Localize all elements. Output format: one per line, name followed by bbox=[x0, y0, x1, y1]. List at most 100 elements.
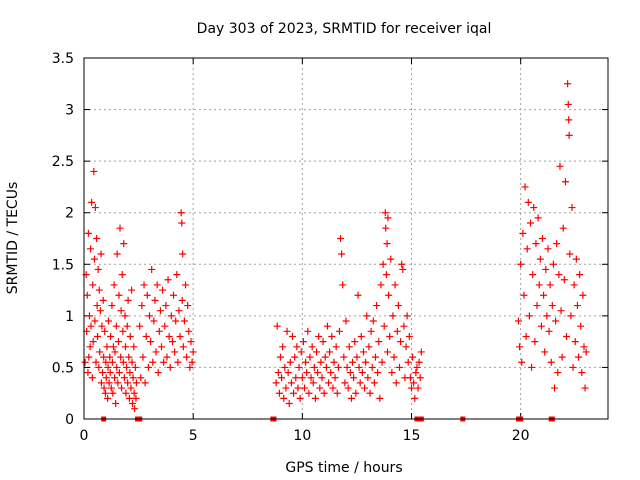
data-point bbox=[129, 374, 137, 382]
x-tick-label: 5 bbox=[189, 428, 198, 444]
data-point bbox=[178, 219, 186, 227]
data-point bbox=[389, 312, 397, 320]
data-point bbox=[122, 389, 130, 397]
data-point bbox=[399, 265, 407, 273]
data-point bbox=[113, 363, 121, 371]
data-point bbox=[338, 250, 346, 258]
data-point bbox=[285, 400, 293, 408]
data-point bbox=[514, 317, 522, 325]
data-point bbox=[159, 286, 167, 294]
data-point bbox=[275, 389, 283, 397]
data-point bbox=[101, 327, 109, 335]
data-point bbox=[120, 240, 128, 248]
data-point bbox=[85, 312, 93, 320]
data-point bbox=[85, 353, 93, 361]
data-point bbox=[109, 343, 117, 351]
data-point bbox=[110, 281, 118, 289]
data-point bbox=[143, 291, 151, 299]
data-point bbox=[390, 353, 398, 361]
data-point bbox=[310, 363, 318, 371]
data-point bbox=[362, 358, 370, 366]
data-point bbox=[156, 307, 164, 315]
data-point bbox=[149, 358, 157, 366]
y-tick-label: 0.5 bbox=[52, 360, 74, 376]
data-point bbox=[367, 327, 375, 335]
data-point bbox=[413, 363, 421, 371]
data-point bbox=[523, 245, 531, 253]
data-point bbox=[342, 317, 350, 325]
data-point bbox=[379, 260, 387, 268]
data-point bbox=[556, 162, 564, 170]
data-point bbox=[520, 291, 528, 299]
data-point bbox=[551, 384, 559, 392]
data-point bbox=[388, 369, 396, 377]
data-point bbox=[282, 384, 290, 392]
data-point bbox=[570, 281, 578, 289]
data-point bbox=[534, 214, 542, 222]
data-point bbox=[112, 322, 120, 330]
data-point bbox=[105, 379, 113, 387]
data-point bbox=[582, 348, 590, 356]
data-point bbox=[89, 338, 97, 346]
data-point bbox=[569, 363, 577, 371]
data-point bbox=[363, 312, 371, 320]
data-point bbox=[187, 338, 195, 346]
data-point bbox=[93, 302, 101, 310]
data-point bbox=[386, 332, 394, 340]
data-point bbox=[170, 291, 178, 299]
data-point bbox=[115, 291, 123, 299]
data-point bbox=[326, 348, 334, 356]
data-point bbox=[137, 374, 145, 382]
data-point bbox=[130, 343, 138, 351]
data-point bbox=[528, 363, 536, 371]
gridlines bbox=[84, 58, 608, 419]
data-point bbox=[98, 322, 106, 330]
data-point bbox=[107, 332, 115, 340]
data-point bbox=[96, 348, 104, 356]
data-point bbox=[182, 281, 190, 289]
data-point bbox=[380, 322, 388, 330]
data-point bbox=[531, 338, 539, 346]
data-point bbox=[119, 358, 127, 366]
x-axis-label: GPS time / hours bbox=[285, 460, 402, 476]
data-point bbox=[516, 343, 524, 351]
data-point bbox=[567, 312, 575, 320]
y-axis-label: SRMTID / TECUs bbox=[5, 182, 21, 295]
data-point bbox=[174, 358, 182, 366]
data-point bbox=[311, 394, 319, 402]
data-point bbox=[327, 369, 335, 377]
data-point bbox=[100, 353, 108, 361]
data-points bbox=[81, 80, 590, 413]
y-tick-label: 2.5 bbox=[52, 154, 74, 170]
data-point bbox=[112, 400, 120, 408]
data-point bbox=[176, 332, 184, 340]
data-point bbox=[108, 302, 116, 310]
data-point bbox=[377, 281, 385, 289]
data-point bbox=[537, 322, 545, 330]
data-point bbox=[151, 296, 159, 304]
data-point bbox=[536, 255, 544, 263]
data-point bbox=[293, 343, 301, 351]
data-point bbox=[555, 271, 563, 279]
data-point bbox=[406, 374, 414, 382]
data-point bbox=[279, 343, 287, 351]
data-point bbox=[518, 358, 526, 366]
data-point bbox=[340, 353, 348, 361]
data-point bbox=[349, 358, 357, 366]
data-point bbox=[532, 240, 540, 248]
data-point bbox=[87, 245, 95, 253]
y-tick-label: 1 bbox=[65, 309, 74, 325]
data-point bbox=[331, 374, 339, 382]
data-point bbox=[177, 209, 185, 217]
data-point bbox=[131, 363, 139, 371]
data-point bbox=[317, 358, 325, 366]
data-point bbox=[374, 369, 382, 377]
data-point bbox=[100, 384, 108, 392]
data-point bbox=[97, 250, 105, 258]
data-point bbox=[83, 291, 91, 299]
data-point bbox=[296, 394, 304, 402]
data-point bbox=[543, 312, 551, 320]
data-point bbox=[84, 369, 92, 377]
data-point bbox=[328, 332, 336, 340]
data-point bbox=[337, 235, 345, 242]
